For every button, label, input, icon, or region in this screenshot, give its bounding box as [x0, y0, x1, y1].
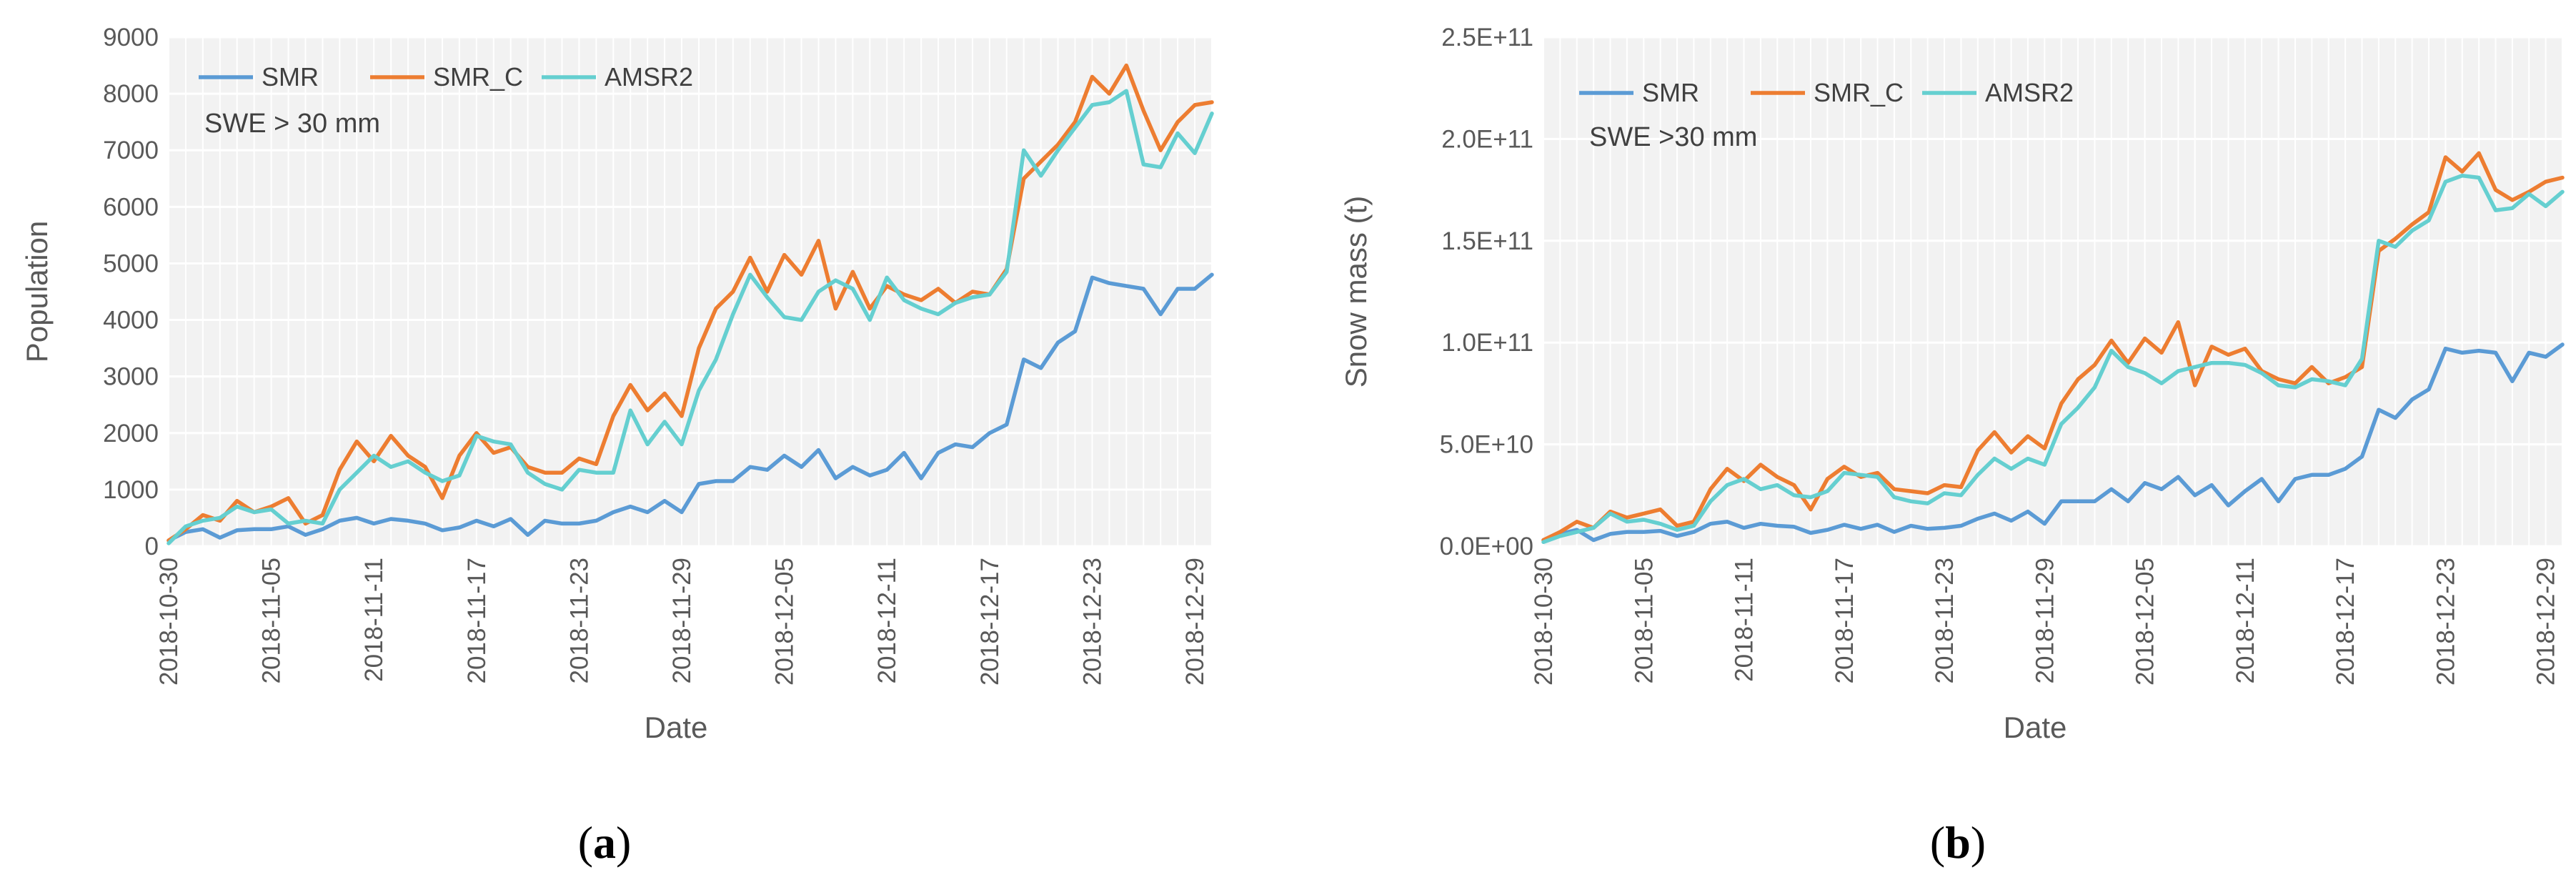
y-axis-title: Snow mass (t): [1339, 196, 1373, 387]
x-tick-label: 2018-11-17: [463, 558, 491, 683]
y-tick-label: 7000: [103, 137, 159, 164]
x-tick-label: 2018-11-11: [1731, 558, 1759, 682]
y-tick-label: 2.0E+11: [1441, 125, 1533, 153]
annotation: SWE > 30 mm: [204, 109, 380, 139]
panel-label-open: (: [578, 817, 593, 868]
x-tick-label: 2018-12-17: [2332, 558, 2359, 686]
panel-label-letter: a: [593, 817, 616, 868]
legend-label: SMR_C: [1814, 78, 1904, 107]
y-tick-label: 0.0E+00: [1440, 533, 1533, 560]
x-tick-label: 2018-11-17: [1831, 558, 1859, 683]
x-tick-label: 2018-11-11: [360, 558, 388, 682]
y-tick-label: 9000: [103, 24, 159, 51]
y-tick-label: 4000: [103, 307, 159, 335]
x-tick-label: 2018-12-05: [2132, 558, 2159, 686]
series-line-smr: [166, 272, 1214, 543]
x-tick-label: 2018-12-29: [1181, 558, 1209, 686]
y-tick-label: 2000: [103, 420, 159, 448]
panel-label-close: ): [616, 817, 631, 868]
panel-label: (a): [578, 817, 632, 868]
y-tick-label: 6000: [103, 193, 159, 221]
legend-label: SMR: [262, 62, 319, 92]
y-tick-label: 5000: [103, 249, 159, 277]
y-axis-title: Population: [20, 221, 54, 363]
y-tick-label: 5.0E+10: [1440, 431, 1533, 459]
x-tick-label: 2018-12-05: [771, 558, 799, 686]
legend-label: AMSR2: [1985, 78, 2074, 107]
x-tick-label: 2018-11-05: [258, 558, 286, 683]
legend-label: AMSR2: [605, 62, 693, 92]
x-tick-label: 2018-11-23: [1931, 558, 1959, 683]
x-tick-label: 2018-12-11: [2232, 558, 2259, 683]
y-tick-label: 3000: [103, 363, 159, 391]
legend-label: SMR: [1642, 78, 1699, 107]
series-line-smr-c: [1541, 151, 2565, 543]
y-tick-label: 1000: [103, 476, 159, 504]
y-tick-label: 1.0E+11: [1441, 329, 1533, 357]
panel-label-letter: b: [1945, 817, 1971, 868]
y-tick-label: 2.5E+11: [1441, 24, 1533, 51]
y-tick-label: 1.5E+11: [1441, 227, 1533, 255]
chart-a: 0 1000 2000 3000 4000 5000 6000 7000 8000 9000 201…: [20, 24, 1214, 868]
series-line-smr-c: [166, 63, 1214, 543]
x-tick-label: 2018-11-29: [668, 558, 696, 683]
x-tick-label: 2018-12-11: [873, 558, 901, 683]
x-axis-title: Date: [645, 711, 708, 744]
x-tick-label: 2018-12-23: [1078, 558, 1106, 686]
y-tick-label: 8000: [103, 80, 159, 108]
x-tick-label: 2018-11-05: [1630, 558, 1658, 683]
panel-label-open: (: [1930, 817, 1945, 868]
panel-label: (b): [1930, 817, 1986, 868]
series-line-amsr2: [166, 89, 1214, 545]
x-tick-label: 2018-10-30: [155, 558, 183, 686]
panel-label-close: ): [1971, 817, 1986, 868]
x-tick-label: 2018-10-30: [1530, 558, 1558, 686]
x-tick-label: 2018-12-23: [2432, 558, 2460, 686]
series-line-amsr2: [1541, 173, 2565, 545]
x-tick-label: 2018-11-23: [565, 558, 593, 683]
plot-area: [1543, 37, 2562, 546]
legend-label: SMR_C: [433, 62, 523, 92]
y-tick-label: 0: [145, 533, 159, 560]
x-tick-label: 2018-12-29: [2532, 558, 2560, 686]
x-tick-label: 2018-12-17: [976, 558, 1004, 686]
x-axis-title: Date: [2004, 711, 2067, 744]
x-tick-label: 2018-11-29: [2031, 558, 2059, 683]
annotation: SWE >30 mm: [1589, 122, 1757, 152]
chart-b: 0.0E+00 5.0E+10 1.0E+11 1.5E+11 2.0E+11 2.5E+…: [1339, 24, 2565, 868]
series-line-smr: [1541, 342, 2565, 543]
